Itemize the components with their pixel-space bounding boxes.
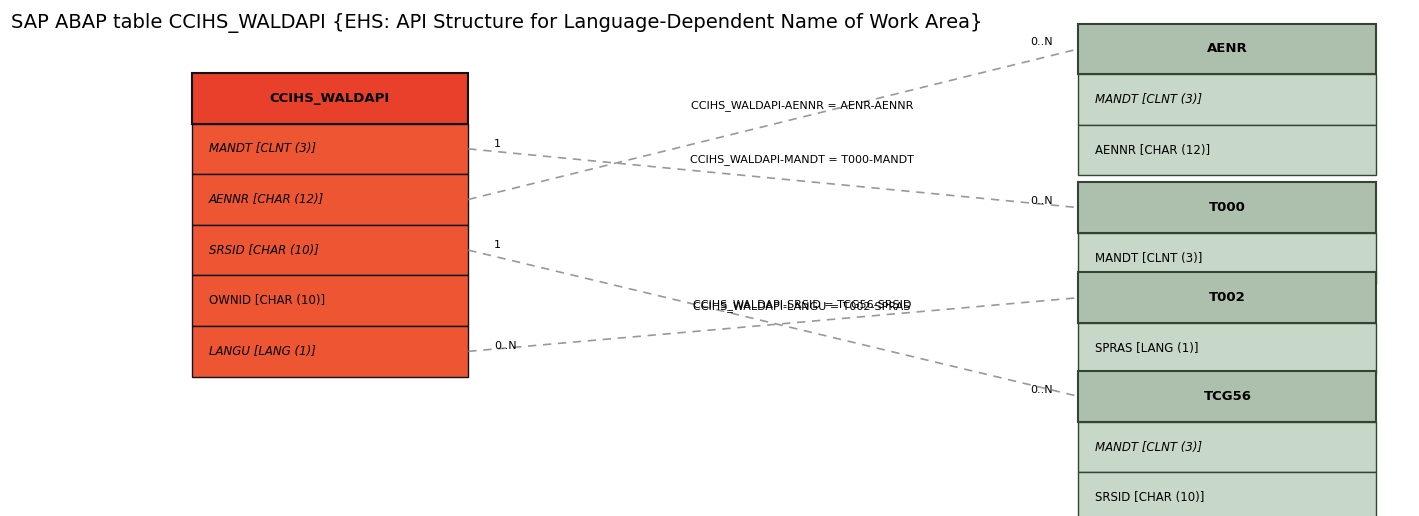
Text: SAP ABAP table CCIHS_WALDAPI {EHS: API Structure for Language-Dependent Name of : SAP ABAP table CCIHS_WALDAPI {EHS: API S… <box>11 13 983 33</box>
Text: SRSID [CHAR (10)]: SRSID [CHAR (10)] <box>209 244 318 256</box>
Text: 1: 1 <box>494 240 501 250</box>
FancyBboxPatch shape <box>192 225 468 276</box>
Text: 0..N: 0..N <box>1030 38 1053 47</box>
FancyBboxPatch shape <box>192 73 468 123</box>
Text: T002: T002 <box>1209 291 1246 304</box>
FancyBboxPatch shape <box>1078 371 1376 422</box>
Text: CCIHS_WALDAPI: CCIHS_WALDAPI <box>270 92 390 105</box>
Text: MANDT [CLNT (3)]: MANDT [CLNT (3)] <box>1095 93 1202 106</box>
FancyBboxPatch shape <box>1078 323 1376 374</box>
FancyBboxPatch shape <box>1078 233 1376 284</box>
Text: CCIHS_WALDAPI-MANDT = T000-MANDT: CCIHS_WALDAPI-MANDT = T000-MANDT <box>690 154 914 165</box>
Text: MANDT [CLNT (3)]: MANDT [CLNT (3)] <box>1095 252 1203 265</box>
Text: AENNR [CHAR (12)]: AENNR [CHAR (12)] <box>209 193 324 206</box>
FancyBboxPatch shape <box>192 174 468 225</box>
Text: 0..N: 0..N <box>494 341 517 351</box>
FancyBboxPatch shape <box>1078 74 1376 125</box>
FancyBboxPatch shape <box>1078 24 1376 74</box>
FancyBboxPatch shape <box>1078 272 1376 323</box>
FancyBboxPatch shape <box>1078 472 1376 516</box>
Text: OWNID [CHAR (10)]: OWNID [CHAR (10)] <box>209 294 325 307</box>
Text: LANGU [LANG (1)]: LANGU [LANG (1)] <box>209 345 315 358</box>
Text: 1: 1 <box>494 139 501 149</box>
FancyBboxPatch shape <box>1078 422 1376 472</box>
Text: TCG56: TCG56 <box>1203 390 1252 403</box>
Text: AENR: AENR <box>1208 42 1247 55</box>
Text: CCIHS_WALDAPI-AENNR = AENR-AENNR: CCIHS_WALDAPI-AENNR = AENR-AENNR <box>691 101 912 111</box>
Text: CCIHS_WALDAPI-SRSID = TCG56-SRSID: CCIHS_WALDAPI-SRSID = TCG56-SRSID <box>692 299 911 310</box>
Text: 0..N: 0..N <box>1030 196 1053 206</box>
Text: SPRAS [LANG (1)]: SPRAS [LANG (1)] <box>1095 342 1199 355</box>
Text: MANDT [CLNT (3)]: MANDT [CLNT (3)] <box>209 142 315 155</box>
Text: CCIHS_WALDAPI-LANGU = T002-SPRAS: CCIHS_WALDAPI-LANGU = T002-SPRAS <box>692 301 911 312</box>
FancyBboxPatch shape <box>192 123 468 174</box>
Text: 0..N: 0..N <box>1030 385 1053 395</box>
FancyBboxPatch shape <box>192 276 468 326</box>
FancyBboxPatch shape <box>1078 182 1376 233</box>
Text: T000: T000 <box>1209 201 1246 214</box>
FancyBboxPatch shape <box>1078 125 1376 175</box>
Text: MANDT [CLNT (3)]: MANDT [CLNT (3)] <box>1095 441 1202 454</box>
Text: AENNR [CHAR (12)]: AENNR [CHAR (12)] <box>1095 143 1210 157</box>
FancyBboxPatch shape <box>192 326 468 377</box>
Text: SRSID [CHAR (10)]: SRSID [CHAR (10)] <box>1095 491 1205 504</box>
